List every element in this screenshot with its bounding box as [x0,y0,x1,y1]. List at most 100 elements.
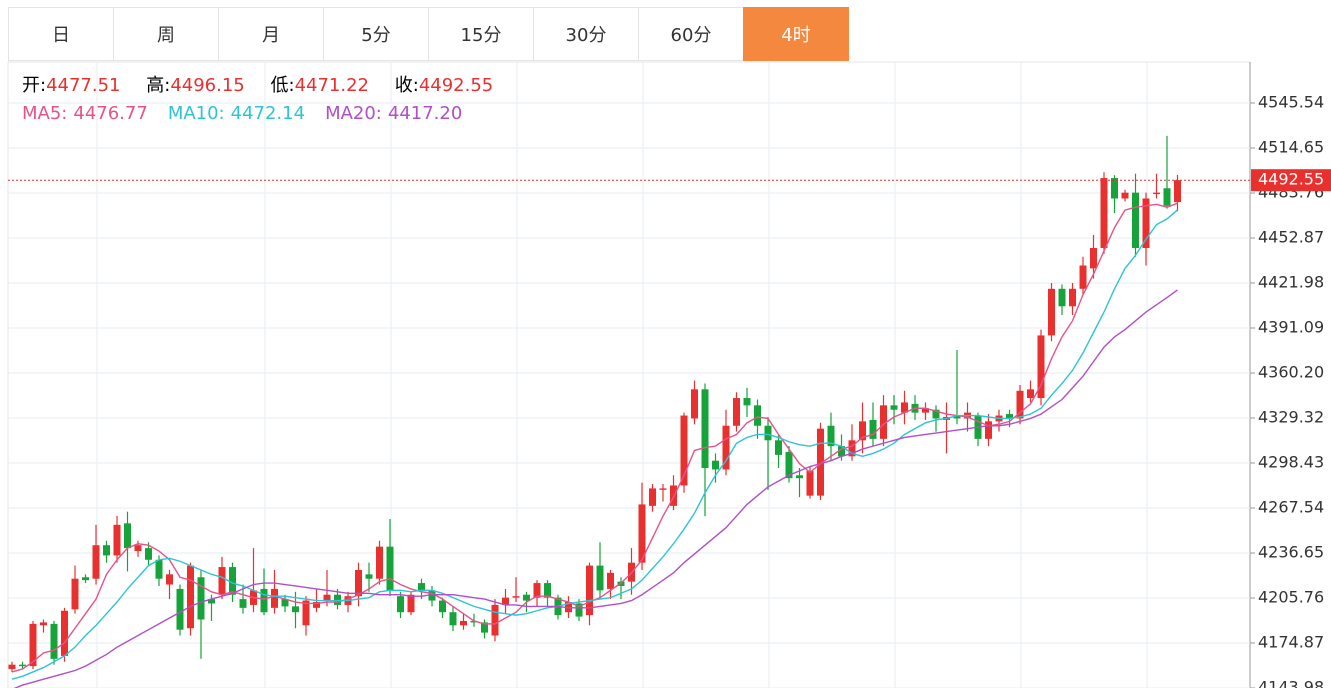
legend-value: 4417.20 [387,103,463,124]
candle-body [71,578,79,610]
candle-body [1090,248,1097,269]
candle-body [806,470,814,496]
candle-body [1037,335,1045,399]
candle-body [103,545,110,556]
candle-body [586,565,593,616]
candle-body [638,504,646,563]
label: 低: [270,75,295,96]
candle-body [1100,178,1108,249]
candle-body [1058,288,1066,307]
candle-body [470,620,478,623]
candle-body [82,577,89,581]
candle-body [481,622,488,633]
candle-body [50,623,58,659]
last-price-box [1251,169,1331,192]
candle-body [502,597,509,605]
candle-body [607,572,614,589]
candle-body [1079,265,1087,289]
candle-body [764,425,772,441]
y-tick-label: 4391.09 [1258,318,1324,337]
y-tick-label: 4421.98 [1258,273,1324,292]
candle-body [890,405,898,410]
candle-body [40,622,47,626]
candle-body [187,565,194,629]
y-tick-label: 4267.54 [1258,497,1324,516]
tab[interactable]: 4时 [743,7,849,61]
tab[interactable]: 月 [218,7,324,61]
candle-body [1163,188,1171,206]
candle-body [1006,414,1013,419]
label: 收: [394,75,419,96]
candle-body [134,545,142,552]
candle-body [1027,389,1034,399]
legend: 开:4477.51 高:4496.15 低:4471.22 收:4492.55 … [22,72,513,128]
tab[interactable]: 15分 [428,7,534,61]
y-tick-label: 4174.87 [1258,632,1324,651]
candle-body [313,602,320,608]
last-price-label: 4492.55 [1258,170,1324,189]
candle-body [680,415,688,486]
candle-body [208,599,215,604]
candle-body [785,451,793,479]
candle-body [754,405,761,426]
candle-body [176,588,184,630]
candle-body [796,475,803,479]
period-tabs: 日周月 5分 15分 30分 60分 4时 [8,7,849,61]
candle-body [649,488,656,506]
candle-body [544,583,551,598]
candle-body [29,623,37,667]
candle-body [859,421,866,441]
candle-body [281,599,289,607]
tab[interactable]: 日 [8,7,114,61]
candle-body [523,594,530,601]
ma-line [11,202,1178,673]
candle-body [1153,192,1160,195]
candle-body [239,599,247,608]
candle-body [197,577,205,620]
y-tick-label: 4205.76 [1258,587,1324,606]
candle-body [155,559,163,579]
candle-body [1048,288,1055,336]
candle-body [565,602,572,613]
candle-body [113,524,121,556]
candle-body [61,610,68,656]
candle-body [449,612,457,626]
candle-body [19,664,26,667]
candle-body [1121,192,1129,199]
candle-body [145,548,152,560]
candle-body [386,546,394,591]
candle-body [376,546,383,579]
value: 4477.51 [46,75,121,96]
tab[interactable]: 周 [113,7,219,61]
candle-body [491,604,499,636]
candle-body [1132,192,1139,249]
y-tick-label: 4545.54 [1258,92,1324,111]
tab[interactable]: 30分 [533,7,639,61]
candle-body [722,425,730,470]
label: 高: [146,75,171,96]
candle-body [512,596,520,598]
label: 开: [22,75,47,96]
candle-body [701,389,709,468]
candle-body [460,620,467,626]
candle-body [743,398,751,406]
candle-body [92,545,100,579]
candle-body [985,421,992,439]
legend-name: MA5: [22,103,68,124]
candle-body [838,446,845,457]
tab[interactable]: 5分 [323,7,429,61]
tab[interactable]: 60分 [638,7,744,61]
y-tick-label: 4143.98 [1258,678,1324,688]
legend-value: 4472.14 [230,103,306,124]
candle-body [1016,390,1024,419]
candle-body [428,590,436,601]
candle-body [418,583,425,591]
candle-body [733,398,740,426]
candle-body [397,596,404,613]
candle-body [302,600,310,626]
candle-body [323,594,331,601]
y-tick-label: 4329.32 [1258,407,1324,426]
candle-body [355,569,362,597]
candle-body [260,588,268,613]
